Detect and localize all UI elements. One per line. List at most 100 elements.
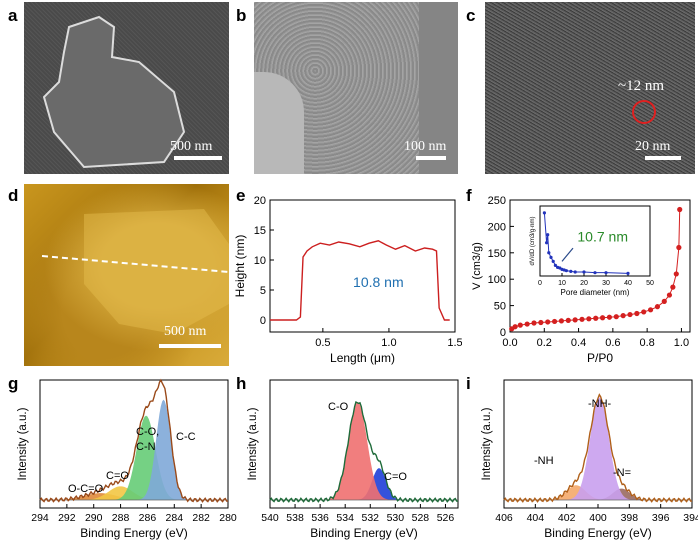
x-tick-label: 286: [139, 512, 157, 524]
inset-x-tick-label: 40: [624, 280, 632, 287]
y-tick-label: 10: [254, 255, 266, 267]
scale-bar: [159, 344, 221, 348]
x-tick-label: 1.0: [674, 337, 689, 349]
x-axis-label: Binding Energy (eV): [310, 526, 417, 540]
x-tick-label: 284: [166, 512, 184, 524]
isotherm-point: [593, 315, 599, 321]
isotherm-point: [661, 298, 667, 304]
x-tick-label: 402: [558, 512, 576, 524]
isotherm-point: [512, 324, 518, 330]
isotherm-point: [599, 315, 606, 321]
sem-image: 500 nm: [24, 2, 229, 174]
peak-label: C=O: [106, 470, 129, 482]
panel-label-g: g: [8, 374, 19, 393]
peak-label: C-O,: [136, 426, 159, 438]
x-tick-label: 0.2: [537, 337, 552, 349]
x-tick-label: 398: [621, 512, 639, 524]
y-tick-label: 20: [254, 195, 266, 207]
inset-x-tick-label: 0: [538, 280, 542, 287]
panel-label-c: c: [466, 6, 476, 25]
y-tick-label: 150: [488, 248, 506, 260]
xps-c1s-chart: 294 292 290 288 286 284 282 280 Binding Energy (…: [17, 378, 237, 540]
tem-image: 100 nm: [254, 2, 458, 174]
pore-distribution-point: [549, 255, 553, 259]
inset-x-tick-label: 20: [580, 280, 588, 287]
y-axis-label: V (cm3/g): [471, 242, 483, 290]
pore-distribution-point: [569, 269, 573, 273]
y-tick-label: 200: [488, 221, 506, 233]
x-tick-label: 400: [589, 512, 607, 524]
x-tick-label: 0.4: [571, 337, 586, 349]
inset-x-label: Pore diameter (nm): [561, 288, 630, 297]
afm-overlay: [41, 209, 229, 334]
isotherm-point: [572, 317, 578, 323]
x-tick-label: 0.0: [502, 337, 517, 349]
x-tick-label: 0.8: [639, 337, 654, 349]
isotherm-point: [579, 316, 585, 322]
x-tick-label: 294: [31, 512, 49, 524]
isotherm-point: [670, 284, 676, 290]
peak-label: -NH: [534, 455, 554, 467]
isotherm-point: [673, 271, 679, 277]
panel-label-a: a: [8, 6, 18, 25]
x-tick-label: 290: [85, 512, 103, 524]
y-axis-label: Intensity (a.u.): [481, 407, 493, 480]
height-profile-chart: 0 5 10 15 20 0.5 1.0 1.5 Length (μm) Height (nm) 1…: [233, 195, 462, 365]
isotherm-point: [524, 321, 530, 327]
peak-label: -N=: [613, 467, 631, 479]
pore-distribution-point: [582, 270, 586, 274]
panel-label-f: f: [466, 186, 472, 205]
peak-oco: [40, 493, 228, 500]
isotherm-point: [586, 316, 592, 322]
x-tick-label: 292: [58, 512, 76, 524]
isotherm-point: [613, 314, 619, 320]
height-profile-line: [270, 240, 450, 321]
panel-label-h: h: [236, 374, 247, 393]
panel-label-i: i: [466, 374, 471, 393]
isotherm-point: [641, 309, 647, 315]
x-tick-label: 534: [336, 512, 354, 524]
peak-label: C-N: [136, 441, 156, 453]
pore-distribution-point: [542, 211, 546, 215]
x-tick-label: 532: [362, 512, 380, 524]
pore-distribution-point: [553, 263, 557, 267]
y-axis-label: Height (nm): [233, 235, 247, 298]
y-axis-label: Intensity (a.u.): [247, 407, 259, 480]
panel-label-d: d: [8, 186, 19, 205]
x-tick-label: 530: [387, 512, 405, 524]
x-tick-label: 280: [219, 512, 237, 524]
isotherm-point: [654, 304, 661, 310]
pore-distribution-point: [564, 269, 568, 273]
peak-cocn: [40, 415, 228, 500]
isotherm-point: [538, 319, 544, 326]
isotherm-point: [677, 206, 683, 213]
isotherm-point: [565, 317, 571, 323]
x-tick-label: 404: [527, 512, 545, 524]
isotherm-point: [620, 313, 626, 319]
peak-label: C-C: [176, 431, 196, 443]
x-tick-label: 394: [683, 512, 698, 524]
pore-distribution-point: [546, 233, 550, 237]
hrtem-image: ~12 nm 20 nm: [485, 2, 695, 174]
profile-line: [41, 255, 229, 273]
peak-label: -NH-: [588, 398, 612, 410]
nanosheet-shape: [42, 15, 186, 169]
x-tick-label: 282: [192, 512, 210, 524]
peak-nh: [504, 397, 692, 500]
isotherm-point: [545, 319, 551, 325]
isotherm-point: [606, 314, 613, 320]
scale-bar: [416, 156, 446, 160]
x-tick-label: 540: [261, 512, 279, 524]
pore-distribution-point: [604, 271, 608, 275]
scale-bar: [174, 156, 222, 160]
inset-y-label: dV/dD (cm3/g·nm): [530, 216, 536, 265]
isotherm-point: [627, 311, 633, 318]
pore-distribution-point: [593, 271, 597, 275]
inset-x-tick-label: 50: [646, 280, 654, 287]
isotherm-point: [551, 318, 558, 325]
isotherm-point: [647, 307, 654, 313]
peak-label: C-O: [328, 401, 349, 413]
isotherm-point: [666, 292, 673, 298]
scale-text: 500 nm: [164, 324, 207, 339]
